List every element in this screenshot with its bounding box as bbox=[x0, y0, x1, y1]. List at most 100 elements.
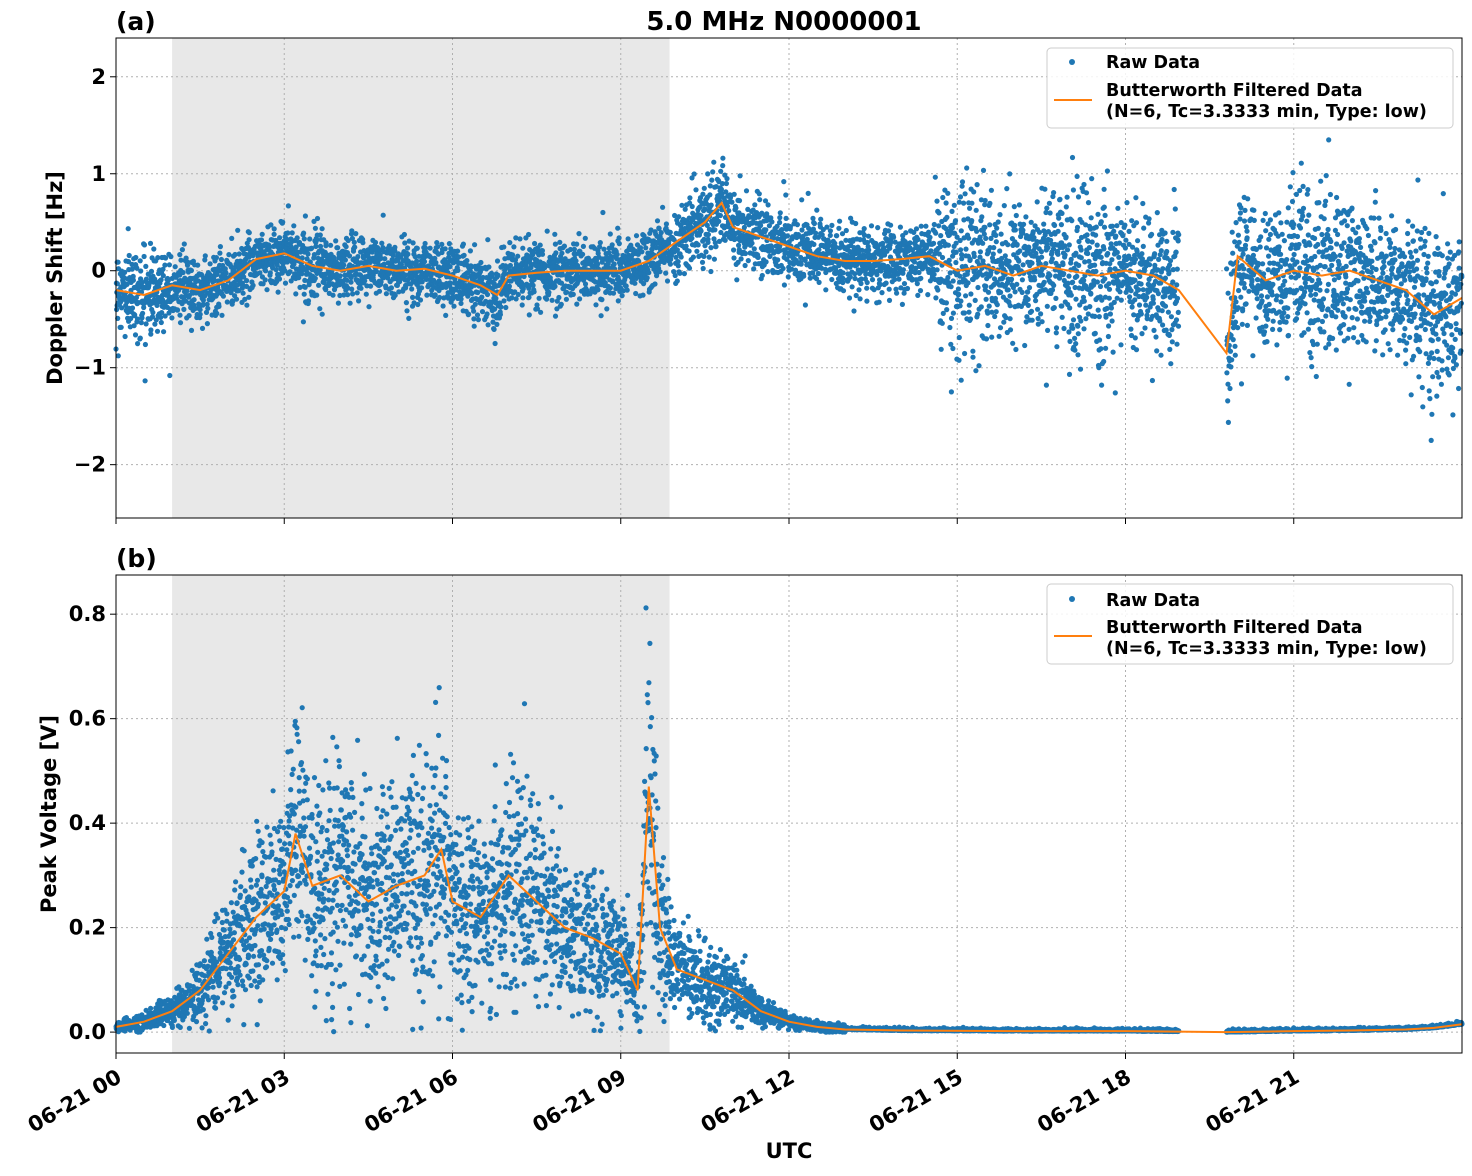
raw-data-point bbox=[991, 245, 996, 250]
raw-data-point bbox=[679, 203, 684, 208]
raw-data-point bbox=[205, 306, 210, 311]
raw-data-point bbox=[302, 292, 307, 297]
raw-data-point bbox=[1099, 383, 1104, 388]
raw-data-point bbox=[816, 271, 821, 276]
raw-data-point bbox=[978, 249, 983, 254]
raw-data-point bbox=[1012, 223, 1017, 228]
raw-data-point bbox=[272, 226, 277, 231]
raw-data-point bbox=[1053, 296, 1058, 301]
raw-data-point bbox=[353, 231, 358, 236]
raw-data-point bbox=[177, 313, 182, 318]
raw-data-point bbox=[848, 274, 853, 279]
raw-data-point bbox=[828, 233, 833, 238]
raw-data-point bbox=[932, 222, 937, 227]
raw-data-point bbox=[677, 271, 682, 276]
raw-data-point bbox=[198, 307, 203, 312]
raw-data-point bbox=[1119, 298, 1124, 303]
raw-data-point bbox=[517, 236, 522, 241]
raw-data-point bbox=[138, 268, 143, 273]
raw-data-point bbox=[696, 242, 701, 247]
raw-data-point bbox=[475, 312, 480, 317]
raw-data-point bbox=[707, 255, 712, 260]
raw-data-point bbox=[241, 291, 246, 296]
raw-data-point bbox=[1079, 255, 1084, 260]
raw-data-point bbox=[1233, 320, 1238, 325]
raw-data-point bbox=[181, 270, 186, 275]
raw-data-point bbox=[1167, 333, 1172, 338]
raw-data-point bbox=[949, 284, 954, 289]
raw-data-point bbox=[356, 298, 361, 303]
raw-data-point bbox=[526, 232, 531, 237]
raw-data-point bbox=[1133, 195, 1138, 200]
raw-data-point bbox=[1007, 293, 1012, 298]
raw-data-point bbox=[1111, 229, 1116, 234]
raw-data-point bbox=[532, 289, 537, 294]
raw-data-point bbox=[493, 296, 498, 301]
raw-data-point bbox=[786, 274, 791, 279]
raw-data-point bbox=[997, 212, 1002, 217]
raw-data-point bbox=[462, 253, 467, 258]
raw-data-point bbox=[316, 283, 321, 288]
raw-data-point bbox=[1174, 317, 1179, 322]
raw-data-point bbox=[752, 202, 757, 207]
raw-data-point bbox=[694, 249, 699, 254]
raw-data-point bbox=[1170, 230, 1175, 235]
raw-data-point bbox=[799, 227, 804, 232]
raw-data-point bbox=[283, 281, 288, 286]
raw-data-point bbox=[423, 241, 428, 246]
raw-data-point bbox=[659, 230, 664, 235]
raw-data-point bbox=[948, 270, 953, 275]
raw-data-point bbox=[1107, 267, 1112, 272]
raw-data-point bbox=[1029, 220, 1034, 225]
raw-data-point bbox=[307, 236, 312, 241]
raw-data-point bbox=[343, 257, 348, 262]
raw-data-point bbox=[712, 227, 717, 232]
raw-data-point bbox=[1067, 339, 1072, 344]
raw-data-point bbox=[960, 179, 965, 184]
raw-data-point bbox=[189, 328, 194, 333]
raw-data-point bbox=[263, 268, 268, 273]
raw-data-point bbox=[980, 241, 985, 246]
raw-data-point bbox=[414, 259, 419, 264]
raw-data-point bbox=[836, 226, 841, 231]
raw-data-point bbox=[997, 334, 1002, 339]
raw-data-point bbox=[392, 245, 397, 250]
raw-data-point bbox=[1061, 271, 1066, 276]
raw-data-point bbox=[1130, 304, 1135, 309]
raw-data-point bbox=[358, 286, 363, 291]
raw-data-point bbox=[320, 226, 325, 231]
raw-data-point bbox=[364, 292, 369, 297]
raw-data-point bbox=[690, 204, 695, 209]
raw-data-point bbox=[935, 287, 940, 292]
raw-data-point bbox=[433, 260, 438, 265]
raw-data-point bbox=[775, 257, 780, 262]
raw-data-point bbox=[1093, 269, 1098, 274]
raw-data-point bbox=[1012, 204, 1017, 209]
raw-data-point bbox=[511, 244, 516, 249]
raw-data-point bbox=[1254, 315, 1259, 320]
raw-data-point bbox=[1096, 365, 1101, 370]
raw-data-point bbox=[1264, 339, 1269, 344]
raw-data-point bbox=[1064, 204, 1069, 209]
raw-data-point bbox=[1137, 302, 1142, 307]
raw-data-point bbox=[1081, 278, 1086, 283]
raw-data-point bbox=[140, 311, 145, 316]
raw-data-point bbox=[485, 237, 490, 242]
raw-data-point bbox=[130, 305, 135, 310]
raw-data-point bbox=[634, 233, 639, 238]
raw-data-point bbox=[1228, 349, 1233, 354]
raw-data-point bbox=[1174, 342, 1179, 347]
raw-data-point bbox=[235, 228, 240, 233]
raw-data-point bbox=[251, 283, 256, 288]
raw-data-point bbox=[974, 229, 979, 234]
raw-data-point bbox=[608, 231, 613, 236]
raw-data-point bbox=[595, 287, 600, 292]
raw-data-point bbox=[1153, 334, 1158, 339]
raw-data-point bbox=[302, 236, 307, 241]
raw-data-point bbox=[424, 293, 429, 298]
raw-data-point bbox=[907, 240, 912, 245]
raw-data-point bbox=[1038, 311, 1043, 316]
raw-data-point bbox=[580, 252, 585, 257]
raw-data-point bbox=[352, 240, 357, 245]
